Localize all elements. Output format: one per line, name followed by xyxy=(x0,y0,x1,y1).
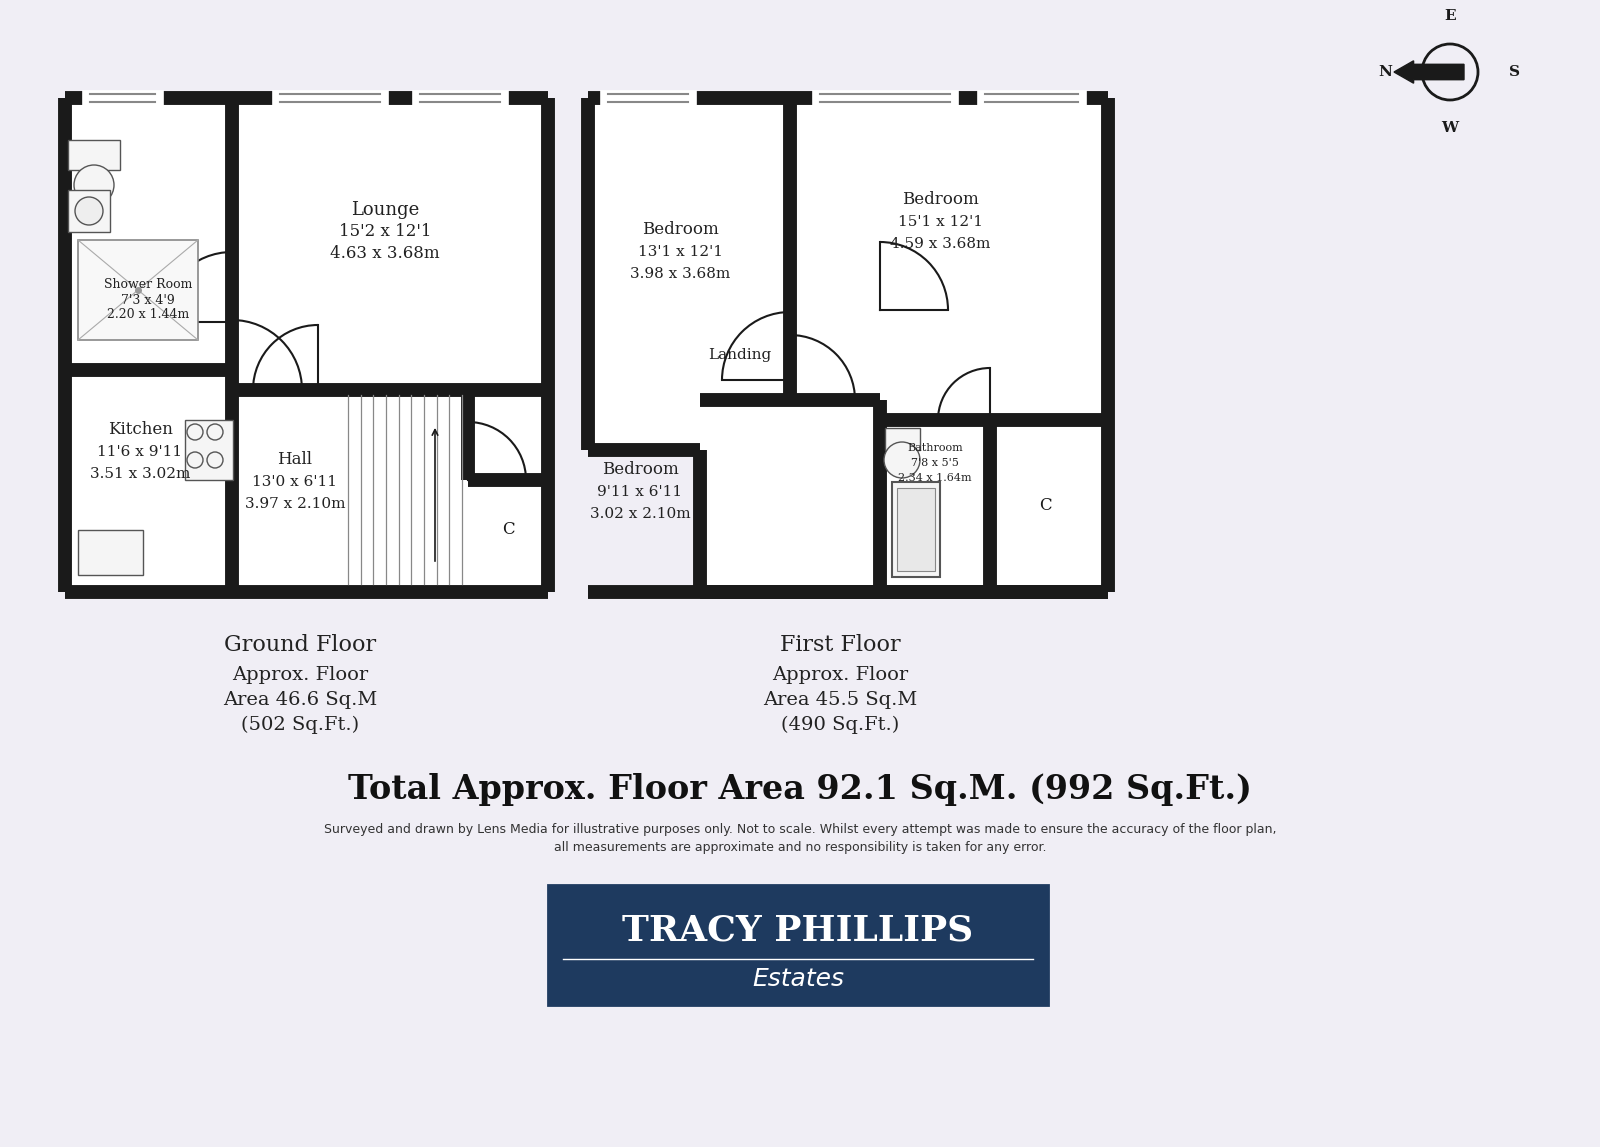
Text: (490 Sq.Ft.): (490 Sq.Ft.) xyxy=(781,716,899,734)
Text: First Floor: First Floor xyxy=(779,634,901,656)
Text: Total Approx. Floor Area 92.1 Sq.M. (992 Sq.Ft.): Total Approx. Floor Area 92.1 Sq.M. (992… xyxy=(349,773,1251,806)
Text: 4.59 x 3.68m: 4.59 x 3.68m xyxy=(890,237,990,251)
Text: Bedroom: Bedroom xyxy=(902,192,978,209)
Text: 3.97 x 2.10m: 3.97 x 2.10m xyxy=(245,497,346,512)
Bar xyxy=(547,885,1048,1005)
Bar xyxy=(885,428,920,450)
Text: 2.34 x 1.64m: 2.34 x 1.64m xyxy=(898,473,971,483)
Text: Bathroom: Bathroom xyxy=(907,443,963,453)
Text: Area 46.6 Sq.M: Area 46.6 Sq.M xyxy=(222,690,378,709)
Text: Area 45.5 Sq.M: Area 45.5 Sq.M xyxy=(763,690,917,709)
Text: 7'8 x 5'5: 7'8 x 5'5 xyxy=(910,458,958,468)
Text: 13'1 x 12'1: 13'1 x 12'1 xyxy=(637,245,723,259)
Text: Estates: Estates xyxy=(752,967,845,991)
Text: Hall: Hall xyxy=(277,452,312,468)
Text: Landing: Landing xyxy=(709,348,771,362)
Text: N: N xyxy=(1379,65,1392,79)
Text: 15'2 x 12'1: 15'2 x 12'1 xyxy=(339,224,432,241)
Text: all measurements are approximate and no responsibility is taken for any error.: all measurements are approximate and no … xyxy=(554,842,1046,855)
Text: Kitchen: Kitchen xyxy=(107,421,173,438)
FancyArrow shape xyxy=(1394,61,1464,84)
Text: Lounge: Lounge xyxy=(350,201,419,219)
Bar xyxy=(66,97,547,592)
Text: 11'6 x 9'11: 11'6 x 9'11 xyxy=(98,445,182,459)
Bar xyxy=(898,487,934,571)
Text: Bedroom: Bedroom xyxy=(642,221,718,239)
Text: 3.98 x 3.68m: 3.98 x 3.68m xyxy=(630,267,730,281)
Bar xyxy=(589,97,1107,592)
Text: 3.51 x 3.02m: 3.51 x 3.02m xyxy=(90,467,190,481)
Bar xyxy=(78,530,142,575)
Text: Ground Floor: Ground Floor xyxy=(224,634,376,656)
Text: 13'0 x 6'11: 13'0 x 6'11 xyxy=(253,475,338,489)
Circle shape xyxy=(883,442,920,478)
Bar xyxy=(893,482,941,577)
Bar xyxy=(67,140,120,170)
Text: (502 Sq.Ft.): (502 Sq.Ft.) xyxy=(242,716,358,734)
Text: E: E xyxy=(1445,9,1456,23)
Bar xyxy=(186,420,234,479)
Text: Surveyed and drawn by Lens Media for illustrative purposes only. Not to scale. W: Surveyed and drawn by Lens Media for ill… xyxy=(323,824,1277,836)
Text: Approx. Floor: Approx. Floor xyxy=(771,666,909,684)
Text: TRACY PHILLIPS: TRACY PHILLIPS xyxy=(622,914,973,947)
Text: 3.02 x 2.10m: 3.02 x 2.10m xyxy=(590,507,690,521)
Text: 9'11 x 6'11: 9'11 x 6'11 xyxy=(597,485,683,499)
Text: 4.63 x 3.68m: 4.63 x 3.68m xyxy=(330,245,440,263)
Text: S: S xyxy=(1509,65,1520,79)
Text: Bedroom: Bedroom xyxy=(602,461,678,478)
Circle shape xyxy=(75,197,102,225)
Text: W: W xyxy=(1442,120,1459,135)
Text: Approx. Floor: Approx. Floor xyxy=(232,666,368,684)
Bar xyxy=(78,240,198,340)
Text: 15'1 x 12'1: 15'1 x 12'1 xyxy=(898,214,982,229)
Text: C: C xyxy=(502,522,514,538)
Text: Shower Room: Shower Room xyxy=(104,279,192,291)
Text: 2.20 x 1.44m: 2.20 x 1.44m xyxy=(107,309,189,321)
Bar xyxy=(589,450,701,592)
Text: C: C xyxy=(1038,498,1051,515)
Bar xyxy=(67,190,110,232)
Text: 7'3 x 4'9: 7'3 x 4'9 xyxy=(122,294,174,306)
Circle shape xyxy=(74,165,114,205)
